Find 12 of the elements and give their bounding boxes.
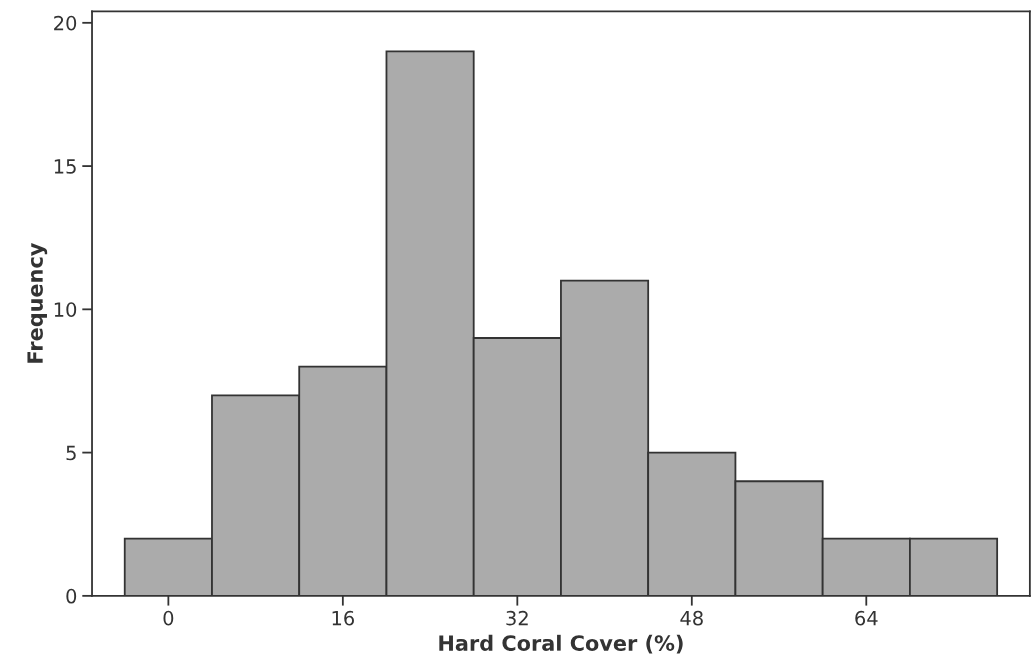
y-tick-label: 0	[66, 588, 77, 604]
y-tick-label: 20	[54, 15, 77, 31]
x-tick-label: 0	[163, 610, 174, 626]
x-tick-label: 32	[506, 610, 528, 626]
x-tick-label: 48	[680, 610, 703, 626]
y-tick-label: 5	[66, 445, 76, 461]
y-tick-label: 10	[54, 302, 77, 317]
x-tick-label: 16	[332, 610, 354, 626]
x-tick-label: 64	[855, 610, 878, 626]
y-tick-label: 15	[54, 159, 76, 174]
y-axis-title: Frequency	[27, 243, 48, 363]
x-axis-title: Hard Coral Cover (%)	[439, 634, 683, 654]
